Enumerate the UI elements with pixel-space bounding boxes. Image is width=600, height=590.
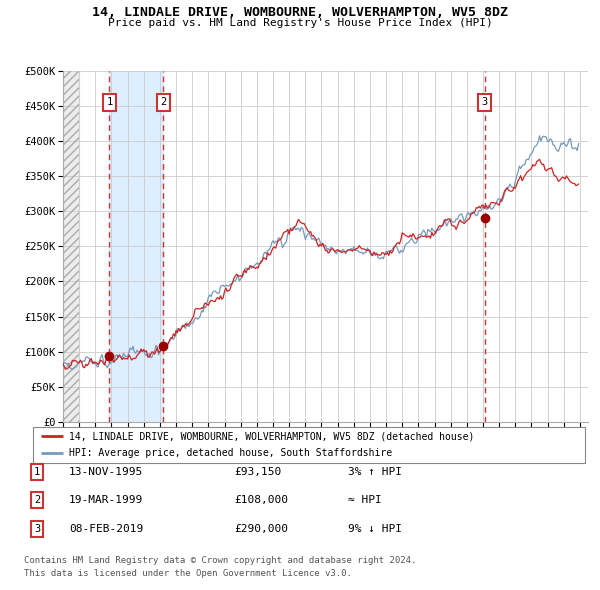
FancyBboxPatch shape xyxy=(33,427,585,463)
Text: Contains HM Land Registry data © Crown copyright and database right 2024.: Contains HM Land Registry data © Crown c… xyxy=(24,556,416,565)
Text: 3: 3 xyxy=(34,524,40,533)
Text: 14, LINDALE DRIVE, WOMBOURNE, WOLVERHAMPTON, WV5 8DZ (detached house): 14, LINDALE DRIVE, WOMBOURNE, WOLVERHAMP… xyxy=(69,431,474,441)
Text: 3% ↑ HPI: 3% ↑ HPI xyxy=(348,467,402,477)
Bar xyxy=(63,71,79,422)
Text: 1: 1 xyxy=(106,97,112,107)
Bar xyxy=(109,71,163,422)
Text: £93,150: £93,150 xyxy=(234,467,281,477)
Text: 13-NOV-1995: 13-NOV-1995 xyxy=(69,467,143,477)
Text: 9% ↓ HPI: 9% ↓ HPI xyxy=(348,524,402,533)
Text: £290,000: £290,000 xyxy=(234,524,288,533)
Text: 19-MAR-1999: 19-MAR-1999 xyxy=(69,496,143,505)
Bar xyxy=(63,71,79,422)
Text: £108,000: £108,000 xyxy=(234,496,288,505)
Text: ≈ HPI: ≈ HPI xyxy=(348,496,382,505)
Text: 08-FEB-2019: 08-FEB-2019 xyxy=(69,524,143,533)
Text: 2: 2 xyxy=(160,97,167,107)
Text: HPI: Average price, detached house, South Staffordshire: HPI: Average price, detached house, Sout… xyxy=(69,448,392,458)
Text: Price paid vs. HM Land Registry's House Price Index (HPI): Price paid vs. HM Land Registry's House … xyxy=(107,18,493,28)
Text: 2: 2 xyxy=(34,496,40,505)
Text: 3: 3 xyxy=(481,97,488,107)
Text: 14, LINDALE DRIVE, WOMBOURNE, WOLVERHAMPTON, WV5 8DZ: 14, LINDALE DRIVE, WOMBOURNE, WOLVERHAMP… xyxy=(92,6,508,19)
Text: This data is licensed under the Open Government Licence v3.0.: This data is licensed under the Open Gov… xyxy=(24,569,352,578)
Text: 1: 1 xyxy=(34,467,40,477)
